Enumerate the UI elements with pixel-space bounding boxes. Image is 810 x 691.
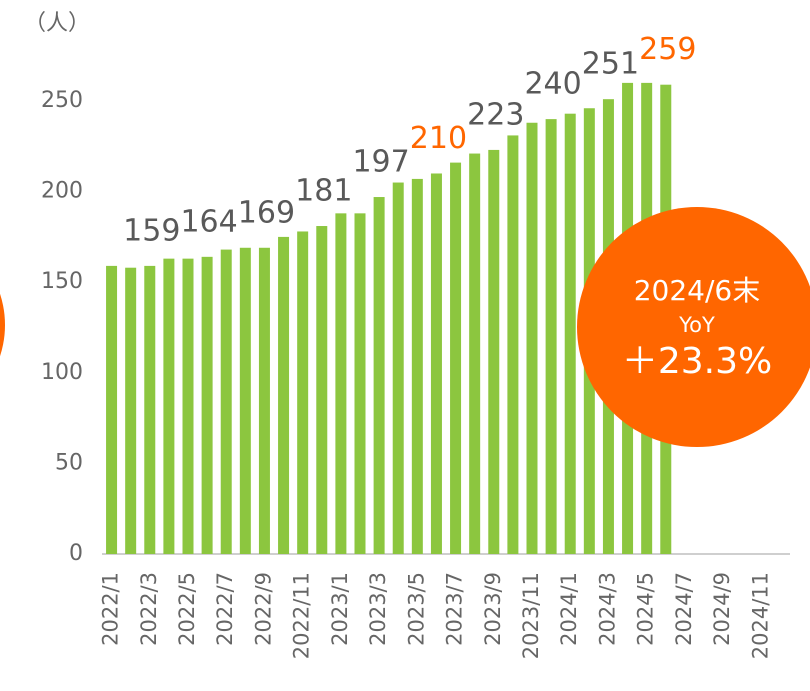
bar <box>239 247 251 554</box>
data-label: 159 <box>123 213 180 248</box>
bar <box>316 226 328 554</box>
data-label: 240 <box>524 67 581 102</box>
data-label: 251 <box>582 47 639 82</box>
data-label: 164 <box>180 204 237 239</box>
bar <box>488 149 500 554</box>
bar <box>297 231 309 555</box>
decor-circle <box>0 293 5 357</box>
y-tick-label: 150 <box>41 269 83 294</box>
bar <box>450 162 462 554</box>
x-tick-label: 2023/5 <box>404 572 428 646</box>
y-axis-label: （人） <box>24 11 90 36</box>
x-tick-label: 2024/9 <box>710 572 734 646</box>
data-label: 197 <box>352 145 409 180</box>
y-tick-label: 50 <box>55 450 83 475</box>
y-tick-label: 200 <box>41 179 83 204</box>
annotation-text: YoY <box>678 313 715 337</box>
bar <box>373 197 385 554</box>
bar <box>354 213 366 554</box>
bar <box>106 265 118 554</box>
bar <box>144 265 156 554</box>
bar <box>430 173 442 555</box>
x-tick-label: 2023/7 <box>443 572 467 646</box>
x-tick-label: 2022/1 <box>99 572 123 646</box>
data-label: 259 <box>639 32 696 67</box>
data-label: 210 <box>410 121 467 156</box>
annotation-text: ＋23.3% <box>622 341 772 382</box>
x-tick-label: 2024/11 <box>748 572 772 659</box>
x-tick-label: 2024/3 <box>595 572 619 646</box>
bar <box>163 258 175 554</box>
x-tick-label: 2023/3 <box>366 572 390 646</box>
annotation-text: 2024/6末 <box>634 274 761 307</box>
x-tick-label: 2024/1 <box>557 572 581 646</box>
x-tick-label: 2023/11 <box>519 572 543 659</box>
data-label: 181 <box>295 174 352 209</box>
bar <box>469 153 481 554</box>
bar <box>564 113 576 555</box>
bar <box>545 119 557 555</box>
x-tick-label: 2022/11 <box>290 572 314 659</box>
x-tick-label: 2024/7 <box>672 572 696 646</box>
bar <box>507 135 519 555</box>
bar <box>526 122 538 554</box>
x-tick-label: 2022/7 <box>213 572 237 646</box>
y-tick-label: 0 <box>69 541 83 566</box>
bar <box>125 267 137 554</box>
bar <box>258 247 270 554</box>
y-tick-label: 250 <box>41 88 83 113</box>
x-tick-label: 2022/3 <box>137 572 161 646</box>
y-tick-label: 100 <box>41 360 83 385</box>
bar <box>392 182 404 555</box>
bar <box>278 236 290 554</box>
data-label: 223 <box>467 97 524 132</box>
bar <box>201 256 213 554</box>
x-tick-label: 2024/5 <box>634 572 658 646</box>
bar <box>182 258 194 554</box>
bar <box>220 249 232 555</box>
x-tick-label: 2023/1 <box>328 572 352 646</box>
bar <box>335 213 347 554</box>
data-label: 169 <box>238 195 295 230</box>
x-tick-label: 2022/5 <box>175 572 199 646</box>
bar <box>411 178 423 554</box>
annotation-circle <box>577 207 810 447</box>
x-tick-label: 2023/9 <box>481 572 505 646</box>
x-tick-label: 2022/9 <box>251 572 275 646</box>
